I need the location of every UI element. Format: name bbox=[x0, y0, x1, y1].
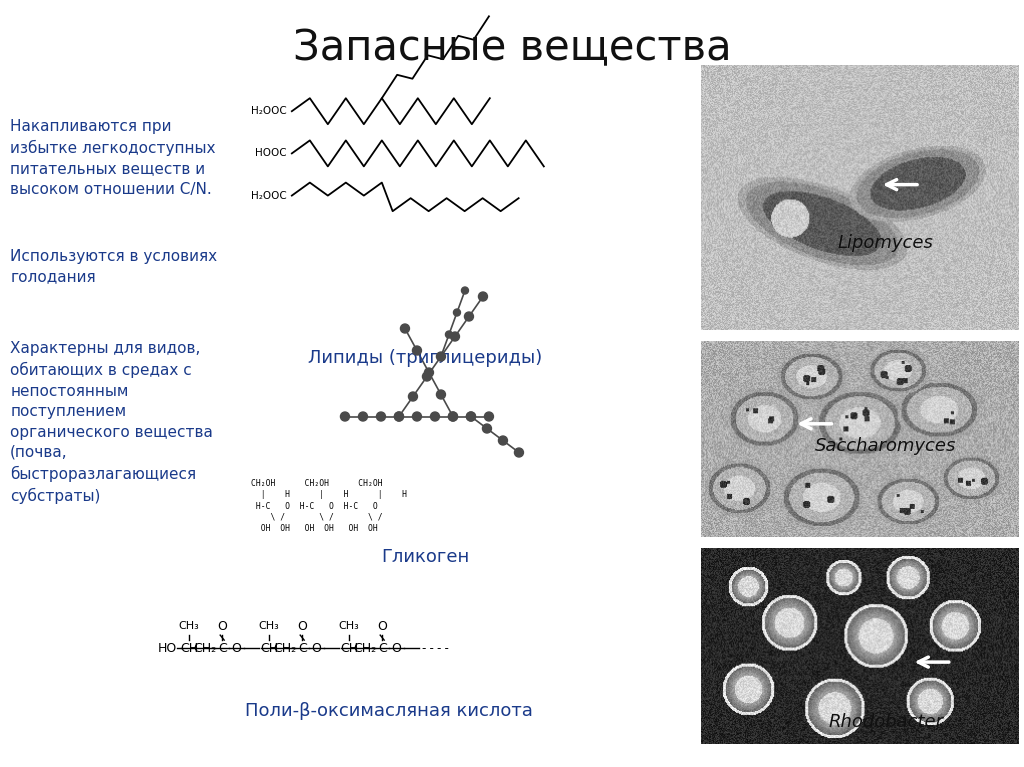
Text: Saccharomyces: Saccharomyces bbox=[815, 437, 956, 455]
Text: O: O bbox=[377, 620, 387, 633]
Text: CH: CH bbox=[260, 642, 279, 654]
Text: Используются в условиях
голодания: Используются в условиях голодания bbox=[10, 249, 217, 285]
Text: CH₂: CH₂ bbox=[194, 642, 217, 654]
Text: O: O bbox=[217, 620, 227, 633]
Circle shape bbox=[437, 353, 444, 360]
Text: Характерны для видов,
обитающих в средах с
непостоянным
поступлением
органическо: Характерны для видов, обитающих в средах… bbox=[10, 341, 213, 504]
Circle shape bbox=[445, 331, 453, 338]
Text: O: O bbox=[391, 642, 401, 654]
Circle shape bbox=[413, 346, 422, 355]
Text: O: O bbox=[231, 642, 241, 654]
Circle shape bbox=[482, 424, 492, 433]
Circle shape bbox=[409, 392, 418, 401]
Text: Липиды (триглицериды): Липиды (триглицериды) bbox=[308, 349, 542, 367]
Circle shape bbox=[454, 309, 461, 316]
Circle shape bbox=[484, 412, 494, 421]
Text: C: C bbox=[298, 642, 306, 654]
Circle shape bbox=[377, 412, 385, 421]
Circle shape bbox=[499, 436, 508, 445]
Circle shape bbox=[465, 312, 473, 321]
Text: O: O bbox=[311, 642, 322, 654]
Circle shape bbox=[449, 412, 458, 421]
Circle shape bbox=[449, 412, 458, 421]
Text: C: C bbox=[378, 642, 387, 654]
Text: H₂OOC: H₂OOC bbox=[251, 106, 287, 117]
Text: H₂OOC: H₂OOC bbox=[251, 190, 287, 201]
Circle shape bbox=[467, 412, 475, 421]
Text: O: O bbox=[297, 620, 307, 633]
Circle shape bbox=[430, 412, 439, 421]
Circle shape bbox=[423, 372, 431, 381]
Circle shape bbox=[436, 352, 445, 361]
Circle shape bbox=[413, 412, 422, 421]
Text: HO: HO bbox=[158, 642, 177, 654]
Circle shape bbox=[514, 448, 523, 457]
Text: CH₂: CH₂ bbox=[273, 642, 297, 654]
Text: CH₃: CH₃ bbox=[259, 621, 280, 631]
Circle shape bbox=[394, 412, 403, 421]
Circle shape bbox=[400, 324, 410, 333]
Text: Запасные вещества: Запасные вещества bbox=[293, 27, 731, 69]
Circle shape bbox=[467, 412, 475, 421]
Text: Lipomyces: Lipomyces bbox=[838, 234, 934, 252]
Text: CH₃: CH₃ bbox=[179, 621, 200, 631]
Circle shape bbox=[340, 412, 349, 421]
Circle shape bbox=[358, 412, 368, 421]
Text: Rhodobacter: Rhodobacter bbox=[828, 713, 943, 731]
Text: Поли-β-оксимасляная кислота: Поли-β-оксимасляная кислота bbox=[245, 702, 534, 719]
Text: CH: CH bbox=[340, 642, 358, 654]
Circle shape bbox=[436, 390, 445, 399]
Circle shape bbox=[394, 412, 403, 421]
Text: CH: CH bbox=[180, 642, 199, 654]
Text: Гликоген: Гликоген bbox=[381, 548, 469, 566]
Circle shape bbox=[462, 287, 468, 294]
Text: C: C bbox=[218, 642, 226, 654]
Circle shape bbox=[451, 332, 460, 341]
Text: CH₂: CH₂ bbox=[353, 642, 377, 654]
Text: -----: ----- bbox=[414, 642, 452, 654]
Text: CH₂OH      CH₂OH      CH₂OH
  |    H      |    H      |    H
 H-C   O  H-C   O  : CH₂OH CH₂OH CH₂OH | H | H | H H-C O H-C … bbox=[251, 479, 407, 533]
Text: HOOC: HOOC bbox=[255, 148, 287, 159]
Text: CH₃: CH₃ bbox=[339, 621, 359, 631]
Circle shape bbox=[425, 368, 433, 377]
Text: Накапливаются при
избытке легкодоступных
питательных веществ и
высоком отношении: Накапливаются при избытке легкодоступных… bbox=[10, 119, 216, 197]
Circle shape bbox=[478, 292, 487, 301]
